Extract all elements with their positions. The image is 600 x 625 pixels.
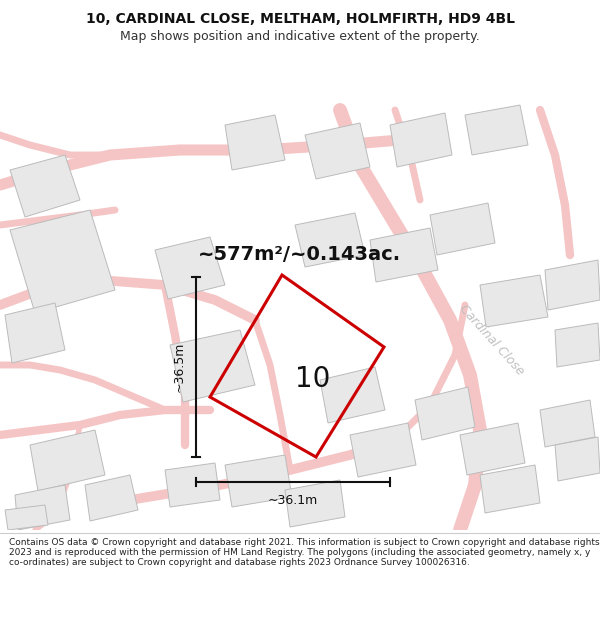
Polygon shape: [285, 480, 345, 527]
Polygon shape: [430, 203, 495, 255]
Polygon shape: [155, 237, 225, 299]
Polygon shape: [460, 423, 525, 475]
Text: 10, CARDINAL CLOSE, MELTHAM, HOLMFIRTH, HD9 4BL: 10, CARDINAL CLOSE, MELTHAM, HOLMFIRTH, …: [86, 12, 515, 26]
Polygon shape: [465, 105, 528, 155]
Polygon shape: [555, 437, 600, 481]
Polygon shape: [30, 430, 105, 491]
Polygon shape: [225, 455, 292, 507]
Polygon shape: [165, 463, 220, 507]
Polygon shape: [15, 485, 70, 530]
Polygon shape: [480, 465, 540, 513]
Polygon shape: [370, 228, 438, 282]
Polygon shape: [545, 260, 600, 310]
Polygon shape: [540, 400, 595, 447]
Polygon shape: [390, 113, 452, 167]
Text: ~36.1m: ~36.1m: [268, 494, 318, 507]
Polygon shape: [350, 423, 416, 477]
Text: ~577m²/~0.143ac.: ~577m²/~0.143ac.: [198, 245, 401, 264]
Polygon shape: [295, 213, 365, 267]
Polygon shape: [5, 505, 48, 530]
Text: Map shows position and indicative extent of the property.: Map shows position and indicative extent…: [120, 30, 480, 43]
Text: Cardinal Close: Cardinal Close: [457, 302, 527, 378]
Polygon shape: [10, 210, 115, 313]
Polygon shape: [170, 330, 255, 402]
Text: Contains OS data © Crown copyright and database right 2021. This information is : Contains OS data © Crown copyright and d…: [9, 538, 599, 568]
Polygon shape: [5, 303, 65, 363]
Polygon shape: [10, 155, 80, 217]
Polygon shape: [85, 475, 138, 521]
Text: ~36.5m: ~36.5m: [173, 342, 186, 392]
Polygon shape: [305, 123, 370, 179]
Text: 10: 10: [295, 365, 331, 393]
Polygon shape: [415, 387, 475, 440]
Polygon shape: [320, 367, 385, 423]
Polygon shape: [480, 275, 548, 327]
Polygon shape: [225, 115, 285, 170]
Polygon shape: [555, 323, 600, 367]
